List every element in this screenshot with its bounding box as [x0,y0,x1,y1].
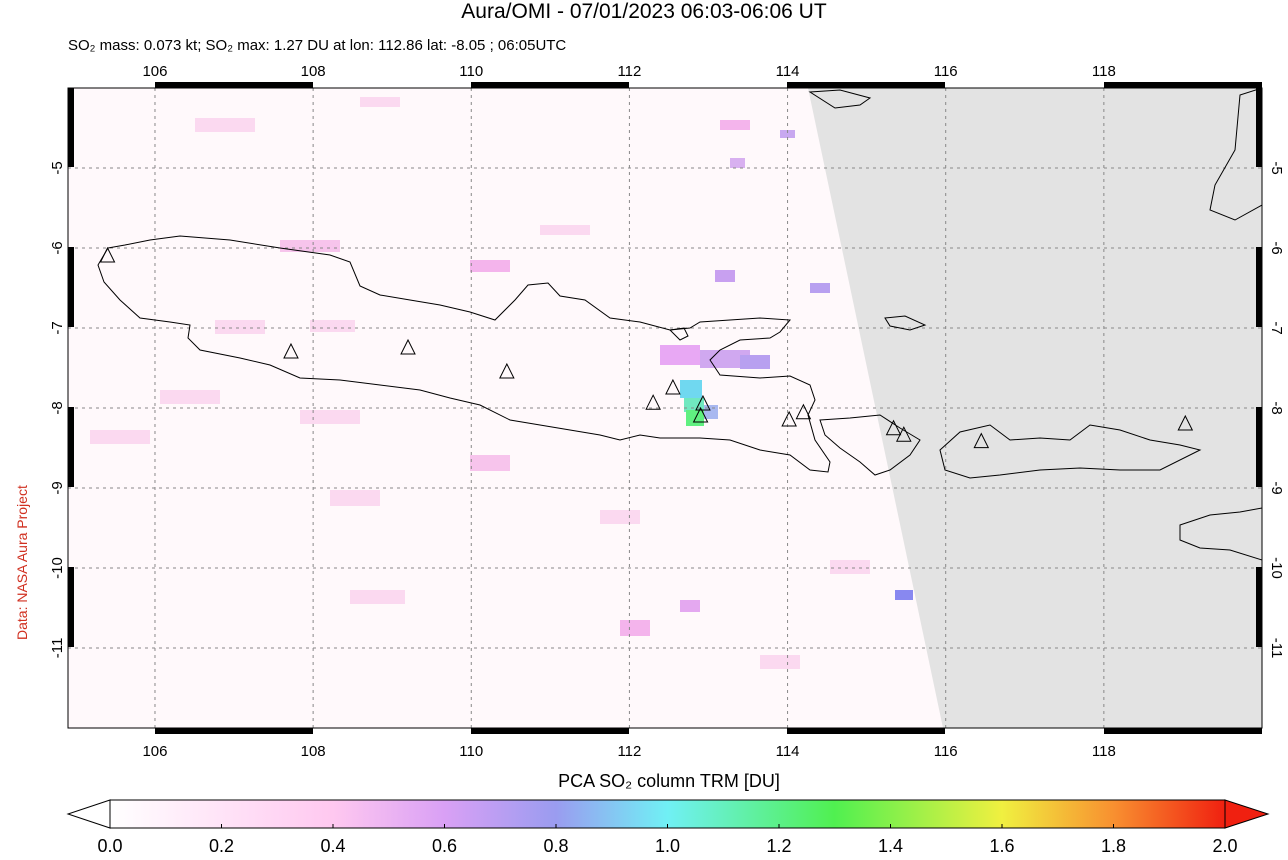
volcano [695,394,711,411]
swath-pixels [90,97,913,669]
coastlines [97,88,1262,561]
y-tick-label-left: -10 [49,557,66,579]
y-tick-label-right: -10 [1268,557,1285,579]
x-tick-label-bottom: 116 [934,743,958,760]
y-tick-label-left: -8 [49,401,66,414]
colorbar [109,799,1226,829]
volcano [645,394,661,410]
credit: Data: NASA Aura Project [14,485,30,640]
volcano [692,406,709,423]
y-tick-label-right: -8 [1268,401,1285,414]
x-tick-label-bottom: 114 [776,743,800,760]
x-tick-label-top: 118 [1092,63,1116,80]
volcano [1177,414,1194,431]
x-tick-label-top: 108 [301,63,326,80]
x-tick-label-bottom: 118 [1092,743,1116,760]
colorbar-tick-label: 0.0 [97,836,122,855]
y-tick-label-left: -11 [49,638,66,659]
colorbar-low-arrow [66,799,111,829]
x-tick-label-bottom: 108 [301,743,326,760]
volcano [283,342,299,359]
x-tick-label-top: 110 [459,63,483,80]
colorbar-tick-label: 1.6 [989,836,1014,855]
y-tick-label-right: -11 [1268,638,1285,659]
colorbar-tick-label: 0.2 [209,836,234,855]
volcano [795,403,812,420]
volcano [400,338,416,355]
volcano [895,426,912,442]
colorbar-tick-label: 0.6 [432,836,457,855]
volcano [499,362,515,379]
x-tick-label-top: 112 [617,63,641,80]
x-tick-label-top: 114 [776,63,800,80]
title: Aura/OMI - 07/01/2023 06:03-06:06 UT [461,0,827,23]
map [68,88,1262,728]
colorbar-tick-label: 1.0 [655,836,680,855]
colorbar-tick-label: 2.0 [1212,836,1237,855]
colorbar-tick-label: 1.2 [766,836,791,855]
y-tick-label-right: -5 [1268,161,1285,174]
colorbar-tick-label: 1.4 [878,836,903,855]
volcano [99,246,116,263]
y-tick-label-left: -7 [49,321,66,334]
x-tick-label-top: 116 [934,63,958,80]
y-tick-label-right: -7 [1268,321,1285,334]
y-tick-label-right: -9 [1268,481,1285,494]
colorbar-tick-label: 0.4 [320,836,345,855]
y-tick-label-left: -9 [49,481,66,494]
colorbar-label: PCA SO₂ column TRM [DU] [558,771,780,791]
colorbar-tick-label: 0.8 [543,836,568,855]
y-tick-label-left: -5 [49,161,66,174]
y-tick-label-left: -6 [49,241,66,254]
volcano [781,410,797,427]
y-tick-label-right: -6 [1268,241,1285,254]
frame-bands [68,82,1262,734]
volcano [885,419,902,436]
colorbar-high-arrow [1224,799,1270,829]
x-tick-label-bottom: 106 [142,743,167,760]
colorbar-tick-label: 1.8 [1101,836,1126,855]
volcano [973,432,990,449]
x-tick-label-bottom: 112 [617,743,641,760]
subtitle: SO₂ mass: 0.073 kt; SO₂ max: 1.27 DU at … [68,37,566,54]
volcano [665,378,681,395]
x-tick-label-top: 106 [142,63,167,80]
x-tick-label-bottom: 110 [459,743,483,760]
